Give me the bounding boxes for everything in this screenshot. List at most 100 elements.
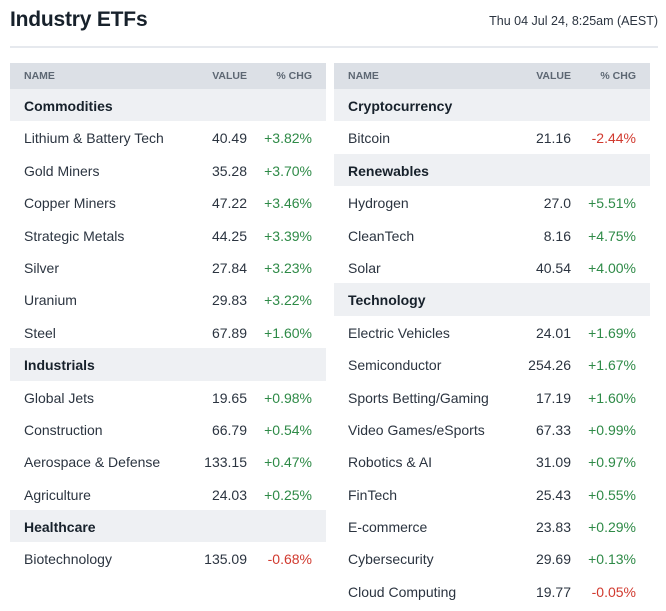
etf-change: +1.67% (588, 357, 636, 374)
etf-name[interactable]: Sports Betting/Gaming (348, 389, 489, 406)
etf-row-electric-vehicles[interactable]: Electric Vehicles 24.01 +1.69% (334, 315, 650, 349)
etf-value: 24.03 (211, 486, 247, 503)
etf-row-strategic-metals[interactable]: Strategic Metals 44.25 +3.39% (10, 218, 326, 251)
etf-row-construction[interactable]: Construction 66.79 +0.54% (10, 412, 326, 446)
page-header: Industry ETFs Thu 04 Jul 24, 8:25am (AES… (10, 0, 658, 48)
etf-value: 19.65 (211, 389, 247, 406)
etf-name[interactable]: Solar (348, 259, 381, 276)
etf-value: 21.16 (535, 130, 571, 147)
etf-change: +3.70% (264, 162, 312, 179)
etf-row-cybersecurity[interactable]: Cybersecurity 29.69 +0.13% (334, 542, 650, 575)
etf-name[interactable]: Bitcoin (348, 130, 391, 147)
column-header-change[interactable]: % CHG (600, 70, 636, 82)
etf-row-lithium-battery-tech[interactable]: Lithium & Battery Tech 40.49 +3.82% (10, 121, 326, 154)
etf-name[interactable]: Biotechnology (24, 551, 112, 568)
etf-name[interactable]: Aerospace & Defense (24, 454, 161, 471)
etf-name[interactable]: Strategic Metals (24, 227, 125, 244)
etf-name[interactable]: Gold Miners (24, 162, 100, 179)
etf-change: +1.60% (588, 389, 636, 406)
last-updated-timestamp: Thu 04 Jul 24, 8:25am (AEST) (489, 14, 658, 28)
etf-row-robotics-ai[interactable]: Robotics & AI 31.09 +0.97% (334, 445, 650, 478)
etf-name[interactable]: Lithium & Battery Tech (24, 130, 164, 147)
etf-value: 47.22 (211, 195, 247, 212)
etf-row-aerospace-defense[interactable]: Aerospace & Defense 133.15 +0.47% (10, 445, 326, 478)
section-title: Technology (348, 292, 426, 309)
etf-change: +3.82% (264, 130, 312, 147)
etf-row-uranium[interactable]: Uranium 29.83 +3.22% (10, 283, 326, 316)
etf-row-copper-miners[interactable]: Copper Miners 47.22 +3.46% (10, 186, 326, 219)
etf-name[interactable]: Cybersecurity (348, 551, 434, 568)
etf-name[interactable]: Robotics & AI (348, 454, 433, 471)
section-header-technology: Technology (334, 283, 650, 316)
etf-name[interactable]: Construction (24, 421, 103, 438)
etf-value: 27.0 (543, 195, 571, 212)
etf-value: 35.28 (211, 162, 247, 179)
etf-row-e-commerce[interactable]: E-commerce 23.83 +0.29% (334, 510, 650, 543)
etf-value: 66.79 (211, 421, 247, 438)
etf-name[interactable]: CleanTech (348, 227, 415, 244)
column-header-row: NAME VALUE % CHG (10, 63, 326, 89)
section-header-commodities: Commodities (10, 89, 326, 122)
section-title: Commodities (24, 98, 113, 114)
column-header-value[interactable]: VALUE (536, 70, 571, 82)
etf-value: 29.69 (535, 551, 571, 568)
etf-row-semiconductor[interactable]: Semiconductor 254.26 +1.67% (334, 348, 650, 381)
etf-row-gold-miners[interactable]: Gold Miners 35.28 +3.70% (10, 153, 326, 187)
column-header-name[interactable]: NAME (348, 70, 379, 82)
section-title: Cryptocurrency (348, 98, 453, 114)
column-header-change[interactable]: % CHG (276, 70, 312, 82)
etf-value: 31.09 (535, 454, 571, 471)
etf-row-agriculture[interactable]: Agriculture 24.03 +0.25% (10, 477, 326, 511)
etf-change: +3.23% (264, 259, 312, 276)
etf-name[interactable]: Electric Vehicles (348, 324, 450, 341)
column-header-name[interactable]: NAME (24, 70, 55, 82)
etf-row-cloud-computing[interactable]: Cloud Computing 19.77 -0.05% (334, 574, 650, 608)
etf-value: 133.15 (204, 454, 247, 471)
etf-name[interactable]: Agriculture (24, 486, 91, 503)
etf-change: +1.60% (264, 324, 312, 341)
etf-name[interactable]: Copper Miners (24, 195, 116, 212)
etf-change: +0.54% (264, 421, 312, 438)
etf-name[interactable]: Uranium (24, 292, 77, 309)
etf-name[interactable]: Semiconductor (348, 357, 442, 374)
etf-row-steel[interactable]: Steel 67.89 +1.60% (10, 315, 326, 349)
etf-name[interactable]: E-commerce (348, 519, 428, 536)
etf-change: +1.69% (588, 324, 636, 341)
etf-change: +5.51% (588, 195, 636, 212)
section-title: Renewables (348, 162, 429, 179)
etf-change: +4.75% (588, 227, 636, 244)
etf-row-cleantech[interactable]: CleanTech 8.16 +4.75% (334, 218, 650, 251)
etf-row-video-games-esports[interactable]: Video Games/eSports 67.33 +0.99% (334, 412, 650, 446)
etf-name[interactable]: Global Jets (24, 389, 95, 406)
etf-row-biotechnology[interactable]: Biotechnology 135.09 -0.68% (10, 542, 326, 575)
etf-name[interactable]: FinTech (348, 486, 398, 503)
etf-row-sports-betting-gaming[interactable]: Sports Betting/Gaming 17.19 +1.60% (334, 380, 650, 413)
section-header-renewables: Renewables (334, 153, 650, 187)
etf-value: 67.89 (211, 324, 247, 341)
etf-change: +3.46% (264, 195, 312, 212)
etf-row-solar[interactable]: Solar 40.54 +4.00% (334, 250, 650, 284)
etf-name[interactable]: Steel (24, 324, 56, 341)
section-header-healthcare: Healthcare (10, 510, 326, 543)
etf-name[interactable]: Silver (24, 259, 60, 276)
etf-change: +0.97% (588, 454, 636, 471)
etf-value: 23.83 (535, 519, 571, 536)
etf-change: +0.98% (264, 389, 312, 406)
etf-change: +0.55% (588, 486, 636, 503)
etf-change: +0.99% (588, 421, 636, 438)
etf-name[interactable]: Video Games/eSports (348, 421, 485, 438)
etf-row-hydrogen[interactable]: Hydrogen 27.0 +5.51% (334, 186, 650, 219)
etf-row-fintech[interactable]: FinTech 25.43 +0.55% (334, 477, 650, 511)
section-header-cryptocurrency: Cryptocurrency (334, 89, 650, 122)
etf-value: 27.84 (211, 259, 247, 276)
etf-row-silver[interactable]: Silver 27.84 +3.23% (10, 250, 326, 284)
etf-row-global-jets[interactable]: Global Jets 19.65 +0.98% (10, 380, 326, 413)
etf-name[interactable]: Hydrogen (348, 195, 409, 212)
column-header-row: NAME VALUE % CHG (334, 63, 650, 89)
etf-value: 19.77 (535, 583, 571, 600)
etf-name[interactable]: Cloud Computing (348, 583, 457, 600)
etf-row-bitcoin[interactable]: Bitcoin 21.16 -2.44% (334, 121, 650, 154)
column-header-value[interactable]: VALUE (212, 70, 247, 82)
etf-change: +0.25% (264, 486, 312, 503)
etf-change: +0.13% (588, 551, 636, 568)
